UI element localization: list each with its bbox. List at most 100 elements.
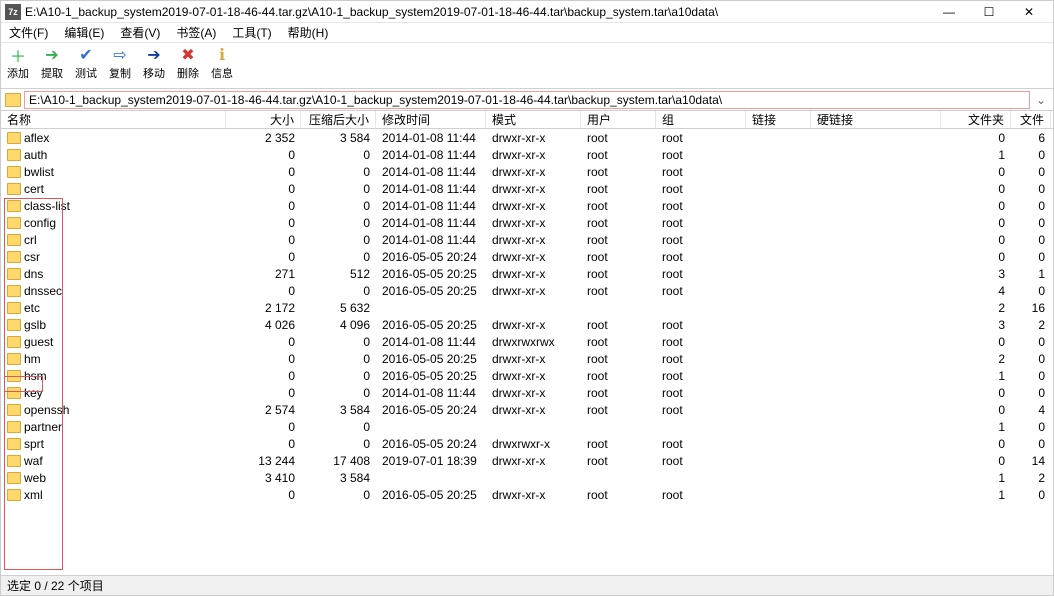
cell: 2014-01-08 11:44	[376, 231, 486, 248]
cell	[581, 469, 656, 486]
add-button[interactable]: ＋添加	[5, 45, 31, 81]
cell	[811, 163, 941, 180]
maximize-button[interactable]: ☐	[969, 1, 1009, 23]
folder-icon	[7, 302, 21, 314]
move-button[interactable]: ➔移动	[141, 45, 167, 81]
column-header[interactable]: 链接	[746, 111, 811, 128]
cell: 0	[941, 435, 1011, 452]
add-icon: ＋	[8, 45, 28, 65]
cell: 4 026	[226, 316, 301, 333]
table-row[interactable]: csr002016-05-05 20:24drwxr-xr-xrootroot0…	[1, 248, 1053, 265]
cell	[746, 265, 811, 282]
minimize-button[interactable]: —	[929, 1, 969, 23]
cell: root	[656, 231, 746, 248]
app-icon: 7z	[5, 4, 21, 20]
table-row[interactable]: gslb4 0264 0962016-05-05 20:25drwxr-xr-x…	[1, 316, 1053, 333]
cell: 0	[226, 418, 301, 435]
folder-icon	[7, 404, 21, 416]
table-row[interactable]: sprt002016-05-05 20:24drwxrwxr-xrootroot…	[1, 435, 1053, 452]
copy-button[interactable]: ⇨复制	[107, 45, 133, 81]
test-button[interactable]: ✔测试	[73, 45, 99, 81]
cell: 0	[941, 214, 1011, 231]
delete-button[interactable]: ✖删除	[175, 45, 201, 81]
table-row[interactable]: hm002016-05-05 20:25drwxr-xr-xrootroot20	[1, 350, 1053, 367]
path-dropdown-icon[interactable]: ⌄	[1033, 93, 1049, 107]
table-row[interactable]: auth002014-01-08 11:44drwxr-xr-xrootroot…	[1, 146, 1053, 163]
cell: root	[581, 146, 656, 163]
table-row[interactable]: dnssec002016-05-05 20:25drwxr-xr-xrootro…	[1, 282, 1053, 299]
cell: drwxr-xr-x	[486, 231, 581, 248]
table-row[interactable]: etc2 1725 632216	[1, 299, 1053, 316]
folder-icon	[7, 200, 21, 212]
cell: 3 584	[301, 129, 376, 146]
cell: waf	[1, 452, 226, 469]
column-header[interactable]: 硬链接	[811, 111, 941, 128]
table-row[interactable]: xml002016-05-05 20:25drwxr-xr-xrootroot1…	[1, 486, 1053, 503]
table-row[interactable]: key002014-01-08 11:44drwxr-xr-xrootroot0…	[1, 384, 1053, 401]
close-button[interactable]: ✕	[1009, 1, 1049, 23]
table-row[interactable]: class-list002014-01-08 11:44drwxr-xr-xro…	[1, 197, 1053, 214]
table-row[interactable]: crl002014-01-08 11:44drwxr-xr-xrootroot0…	[1, 231, 1053, 248]
cell: 0	[1011, 333, 1051, 350]
menu-item[interactable]: 帮助(H)	[284, 22, 333, 43]
cell	[811, 435, 941, 452]
cell: 4	[941, 282, 1011, 299]
column-header[interactable]: 名称	[1, 111, 226, 128]
delete-icon: ✖	[178, 45, 198, 65]
table-row[interactable]: guest002014-01-08 11:44drwxrwxrwxrootroo…	[1, 333, 1053, 350]
cell: 0	[1011, 367, 1051, 384]
cell	[581, 299, 656, 316]
cell	[746, 248, 811, 265]
cell: root	[581, 452, 656, 469]
cell	[811, 316, 941, 333]
cell	[581, 418, 656, 435]
table-row[interactable]: waf13 24417 4082019-07-01 18:39drwxr-xr-…	[1, 452, 1053, 469]
table-row[interactable]: aflex2 3523 5842014-01-08 11:44drwxr-xr-…	[1, 129, 1053, 146]
table-row[interactable]: cert002014-01-08 11:44drwxr-xr-xrootroot…	[1, 180, 1053, 197]
column-header[interactable]: 修改时间	[376, 111, 486, 128]
cell: aflex	[1, 129, 226, 146]
menu-item[interactable]: 工具(T)	[228, 22, 275, 43]
column-header[interactable]: 模式	[486, 111, 581, 128]
table-row[interactable]: web3 4103 58412	[1, 469, 1053, 486]
cell	[486, 418, 581, 435]
cell	[811, 231, 941, 248]
cell: drwxr-xr-x	[486, 197, 581, 214]
table-row[interactable]: config002014-01-08 11:44drwxr-xr-xrootro…	[1, 214, 1053, 231]
folder-icon	[7, 455, 21, 467]
extract-button[interactable]: ➔提取	[39, 45, 65, 81]
info-button[interactable]: ℹ信息	[209, 45, 235, 81]
cell: 0	[226, 367, 301, 384]
cell: drwxr-xr-x	[486, 316, 581, 333]
file-name: crl	[24, 233, 37, 247]
cell: 0	[301, 231, 376, 248]
column-header[interactable]: 组	[656, 111, 746, 128]
column-header[interactable]: 压缩后大小	[301, 111, 376, 128]
table-row[interactable]: hsm002016-05-05 20:25drwxr-xr-xrootroot1…	[1, 367, 1053, 384]
path-input[interactable]	[24, 91, 1030, 109]
table-row[interactable]: partner0010	[1, 418, 1053, 435]
menu-item[interactable]: 编辑(E)	[60, 22, 108, 43]
file-list[interactable]: aflex2 3523 5842014-01-08 11:44drwxr-xr-…	[1, 129, 1053, 575]
column-header[interactable]: 文件	[1011, 111, 1051, 128]
cell: gslb	[1, 316, 226, 333]
table-row[interactable]: dns2715122016-05-05 20:25drwxr-xr-xrootr…	[1, 265, 1053, 282]
column-header[interactable]: 用户	[581, 111, 656, 128]
cell: 2016-05-05 20:25	[376, 316, 486, 333]
cell: 0	[301, 367, 376, 384]
cell: root	[581, 129, 656, 146]
table-row[interactable]: bwlist002014-01-08 11:44drwxr-xr-xrootro…	[1, 163, 1053, 180]
file-name: auth	[24, 148, 47, 162]
column-header[interactable]: 文件夹	[941, 111, 1011, 128]
menu-item[interactable]: 文件(F)	[5, 22, 52, 43]
menu-item[interactable]: 书签(A)	[172, 22, 220, 43]
column-header[interactable]: 大小	[226, 111, 301, 128]
cell	[811, 282, 941, 299]
table-row[interactable]: openssh2 5743 5842016-05-05 20:24drwxr-x…	[1, 401, 1053, 418]
cell: 16	[1011, 299, 1051, 316]
cell	[811, 452, 941, 469]
menu-item[interactable]: 查看(V)	[116, 22, 164, 43]
cell: root	[581, 197, 656, 214]
cell: 0	[1011, 384, 1051, 401]
cell	[746, 350, 811, 367]
